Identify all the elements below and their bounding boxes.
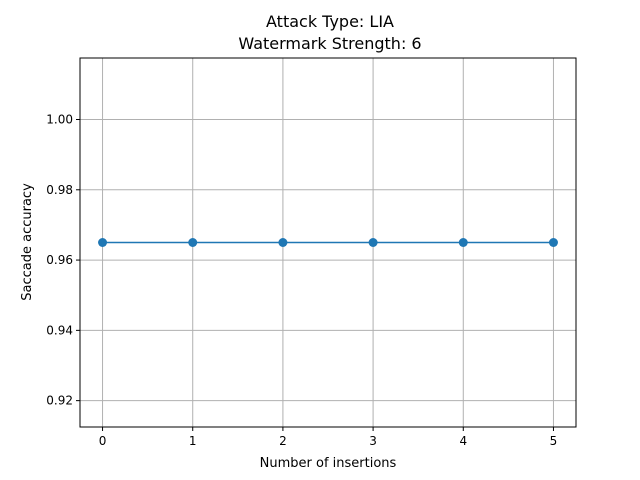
y-axis-label: Saccade accuracy	[20, 183, 35, 301]
x-tick-label: 2	[279, 434, 287, 448]
x-tick-label: 1	[189, 434, 197, 448]
plot-frame	[79, 57, 577, 428]
data-point	[98, 238, 108, 247]
y-tick-label: 0.94	[46, 323, 73, 337]
chart-title-line-2: Watermark Strength: 6	[238, 34, 421, 53]
chart-title-line-1: Attack Type: LIA	[266, 12, 394, 31]
x-axis-label: Number of insertions	[260, 456, 397, 471]
y-tick-label: 0.96	[46, 253, 73, 267]
y-tick-label: 1.00	[46, 113, 73, 127]
data-point	[278, 238, 288, 247]
data-point	[548, 238, 558, 247]
plot-series	[98, 238, 558, 247]
data-point	[188, 238, 198, 247]
x-tick-label: 5	[550, 434, 558, 448]
y-tick-label: 0.92	[46, 394, 73, 408]
y-tick-label: 0.98	[46, 183, 73, 197]
y-axis-ticks: 0.92 0.94 0.96 0.98 1.00	[46, 113, 80, 408]
data-point	[368, 238, 378, 247]
x-tick-label: 0	[99, 434, 107, 448]
x-tick-label: 3	[369, 434, 377, 448]
x-tick-label: 4	[459, 434, 467, 448]
data-point	[458, 238, 468, 247]
x-axis-ticks: 0 1 2 3 4 5	[99, 427, 558, 448]
